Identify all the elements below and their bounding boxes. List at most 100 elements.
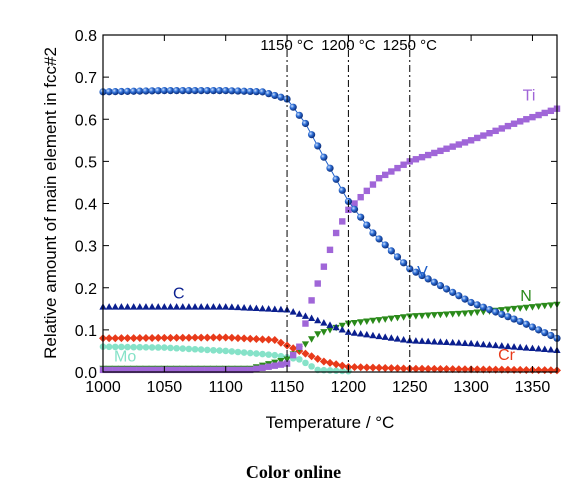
- series-cr-point: [191, 333, 200, 342]
- series-v-point: [510, 315, 518, 323]
- series-n-point: [430, 312, 438, 319]
- series-ti-point: [191, 366, 199, 374]
- series-c-point: [332, 323, 340, 331]
- series-n-point: [449, 311, 457, 318]
- series-cr-point: [105, 334, 114, 343]
- series-label-mo: Mo: [114, 348, 136, 365]
- series-c-point: [307, 314, 316, 321]
- series-n-point: [547, 302, 555, 309]
- series-ti-point: [388, 168, 395, 175]
- series-v-point: [424, 275, 432, 283]
- series-cr-point: [393, 364, 402, 373]
- series-v-point: [307, 131, 316, 139]
- y-tick-label: 0.8: [75, 28, 97, 45]
- series-ti-point: [394, 164, 401, 172]
- series-ti-point: [240, 366, 248, 374]
- series-ti-point: [105, 366, 113, 374]
- series-c-point: [154, 303, 162, 310]
- series-cr-point: [448, 365, 457, 374]
- series-ti-point: [265, 363, 272, 370]
- series-mo-point: [302, 359, 309, 367]
- series-cr-point: [399, 364, 408, 373]
- series-ti-point: [345, 206, 352, 214]
- series-cr-point: [215, 333, 224, 342]
- series-v-point: [222, 87, 230, 95]
- series-ti-point: [424, 151, 432, 159]
- series-label-v: V: [417, 264, 428, 281]
- series-n-point: [387, 315, 395, 323]
- series-ti-point: [314, 280, 321, 287]
- series-mo-point: [136, 343, 144, 351]
- series-c-point: [541, 345, 549, 353]
- series-v-point: [387, 247, 395, 255]
- series-ti-point: [289, 351, 297, 359]
- series-n-point: [522, 304, 530, 312]
- series-c-point: [528, 344, 537, 352]
- series-ti-point: [155, 366, 162, 374]
- series-n-point: [498, 307, 506, 314]
- series-c-point: [246, 304, 254, 311]
- series-cr-point: [460, 365, 469, 374]
- series-mo-point: [105, 343, 113, 351]
- series-v-point: [130, 87, 138, 95]
- series-ti-point: [351, 200, 358, 207]
- series-v-point: [203, 87, 211, 95]
- series-cr-point: [301, 349, 310, 358]
- series-n-point: [283, 356, 291, 363]
- series-v-point: [461, 295, 469, 303]
- series-ti-point: [124, 366, 131, 374]
- y-tick-label: 0.7: [75, 70, 97, 87]
- series-cr-point: [411, 364, 420, 373]
- series-cr-point: [381, 363, 390, 372]
- series-ti-point: [167, 366, 174, 374]
- series-v-point: [326, 164, 334, 172]
- series-c-point: [289, 308, 297, 315]
- series-ti-point: [449, 143, 456, 150]
- series-n-point: [442, 311, 451, 318]
- series-v-point: [173, 87, 181, 95]
- series-c-point: [160, 303, 168, 310]
- series-cr-point: [123, 334, 132, 343]
- series-n-point: [504, 306, 512, 314]
- series-c-point: [516, 343, 524, 351]
- series-mo-point: [222, 347, 230, 355]
- series-v-point: [338, 186, 346, 194]
- series-ti-point: [130, 366, 137, 374]
- series-cr-point: [221, 333, 230, 342]
- series-mo: [99, 343, 352, 375]
- series-v-point: [516, 317, 524, 326]
- series-ti-point: [277, 361, 285, 368]
- series-v-point: [252, 88, 260, 96]
- series-mo-point: [246, 349, 254, 357]
- series-ti-point: [326, 246, 334, 254]
- series-mo-point: [148, 344, 156, 351]
- series-cr-point: [246, 334, 255, 343]
- series-v-point: [381, 241, 389, 249]
- series-v-point: [547, 331, 555, 340]
- series-c-point: [148, 303, 156, 310]
- series-c-point: [357, 330, 365, 337]
- series-cr-point: [375, 363, 384, 372]
- series-n-point: [363, 318, 371, 326]
- series-c-point: [123, 303, 132, 310]
- series-c-point: [240, 303, 248, 311]
- series-v-point: [375, 235, 383, 243]
- series-ti-point: [296, 343, 303, 350]
- series-c-point: [166, 303, 175, 310]
- series-c-point: [467, 339, 475, 347]
- series-mo-point: [161, 344, 168, 351]
- series-cr-point: [240, 334, 249, 343]
- temperature-line-label: 1250 °C: [383, 37, 438, 54]
- series-cr-point: [129, 334, 138, 343]
- x-tick-label: 1000: [85, 379, 121, 396]
- series-ti-point: [253, 365, 260, 373]
- x-tick-label: 1150: [270, 379, 305, 396]
- series-cr-point: [203, 333, 212, 342]
- temperature-marker-lines: 1150 °C 1200 °C 1250 °C: [260, 35, 437, 372]
- x-tick-label: 1100: [208, 379, 243, 396]
- series-mo-point: [179, 345, 187, 352]
- series-v-point: [160, 87, 168, 95]
- series-mo-point: [296, 356, 303, 363]
- y-tick-label: 0.4: [75, 197, 97, 214]
- series-c-point: [534, 345, 543, 352]
